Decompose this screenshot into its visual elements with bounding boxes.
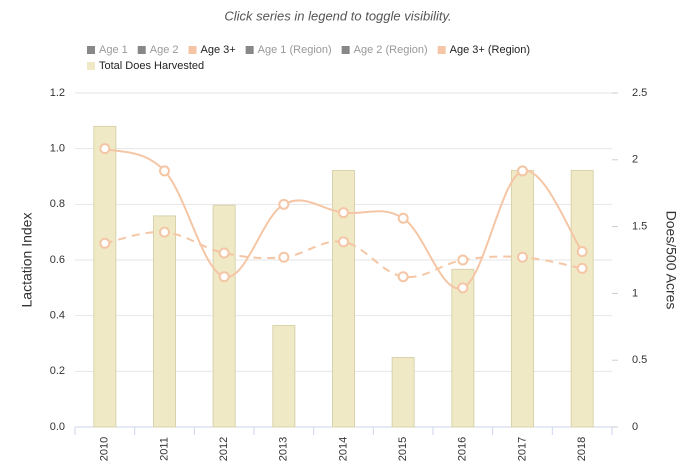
legend-item[interactable]: Total Does Harvested (87, 60, 204, 72)
legend-item[interactable]: Age 3+ (188, 44, 236, 56)
point (218, 247, 230, 259)
legend-label: Age 1 (Region) (258, 44, 332, 56)
y-tick-label: 1.0 (50, 143, 65, 155)
y-tick-label: 0.8 (50, 198, 65, 210)
point (517, 165, 528, 177)
legend-label: Age 3+ (Region) (450, 44, 530, 56)
y-tick-label: 0.0 (50, 421, 65, 433)
y2-tick-label: 1 (632, 287, 638, 299)
bar (93, 125, 117, 428)
y-tick-label: 0.4 (50, 310, 65, 322)
x-tick-label: 2010 (99, 437, 111, 461)
x-tick-label: 2015 (397, 437, 409, 461)
x-tick-label: 2014 (337, 437, 349, 461)
point (517, 251, 528, 263)
bar (511, 169, 534, 428)
point (338, 236, 349, 248)
point (457, 282, 469, 294)
legend-label: Age 2 (150, 44, 179, 56)
bar (272, 324, 296, 428)
bar (570, 169, 594, 428)
point (397, 271, 409, 283)
bar (451, 268, 475, 428)
legend-item[interactable]: Age 2 (Region) (341, 44, 428, 56)
legend-label: Age 3+ (201, 44, 236, 56)
bar (212, 204, 236, 428)
y-axis-label: Lactation Index (19, 213, 35, 308)
y2-tick-label: 0.5 (632, 354, 647, 366)
legend-swatch (137, 46, 146, 54)
y2-tick-label: 2 (632, 154, 638, 166)
bar (153, 215, 176, 428)
x-tick-label: 2018 (576, 437, 588, 461)
legend-item[interactable]: Age 1 (Region) (245, 44, 332, 56)
legend-label: Total Does Harvested (99, 60, 204, 72)
x-tick-label: 2017 (516, 437, 528, 461)
legend-item[interactable]: Age 2 (137, 44, 179, 56)
point (99, 143, 111, 155)
y2-tick-label: 1.5 (632, 221, 647, 233)
y2-tick-label: 0 (632, 421, 638, 433)
point (278, 198, 290, 210)
legend-swatch (87, 62, 95, 70)
x-tick-label: 2012 (218, 437, 230, 461)
legend-label: Age 2 (Region) (354, 44, 428, 56)
x-tick-label: 2011 (158, 437, 170, 461)
y-tick-label: 0.2 (50, 365, 65, 377)
bar (332, 169, 355, 428)
legend-swatch (341, 46, 350, 54)
legend-item[interactable]: Age 3+ (Region) (437, 44, 530, 56)
chart-note: Click series in legend to toggle visibil… (224, 8, 451, 23)
point (576, 262, 588, 274)
x-tick-label: 2013 (278, 437, 290, 461)
y2-axis-label: Does/500 Acres (663, 211, 676, 310)
point (576, 246, 588, 258)
legend-swatch (188, 46, 197, 54)
point (278, 251, 290, 263)
legend-swatch (245, 46, 254, 54)
point (218, 271, 230, 283)
legend-swatch (437, 46, 446, 54)
bar (391, 357, 415, 428)
y2-tick-label: 2.5 (632, 87, 647, 99)
y-tick-label: 0.6 (50, 254, 65, 266)
point (99, 237, 111, 249)
legend-swatch (87, 46, 95, 54)
point (397, 212, 409, 224)
legend-label: Age 1 (99, 44, 128, 56)
point (159, 165, 170, 177)
point (457, 254, 469, 266)
point (338, 207, 349, 219)
x-tick-label: 2016 (457, 437, 469, 461)
y-tick-label: 1.2 (50, 87, 65, 99)
point (159, 226, 170, 238)
legend-item[interactable]: Age 1 (87, 44, 128, 56)
